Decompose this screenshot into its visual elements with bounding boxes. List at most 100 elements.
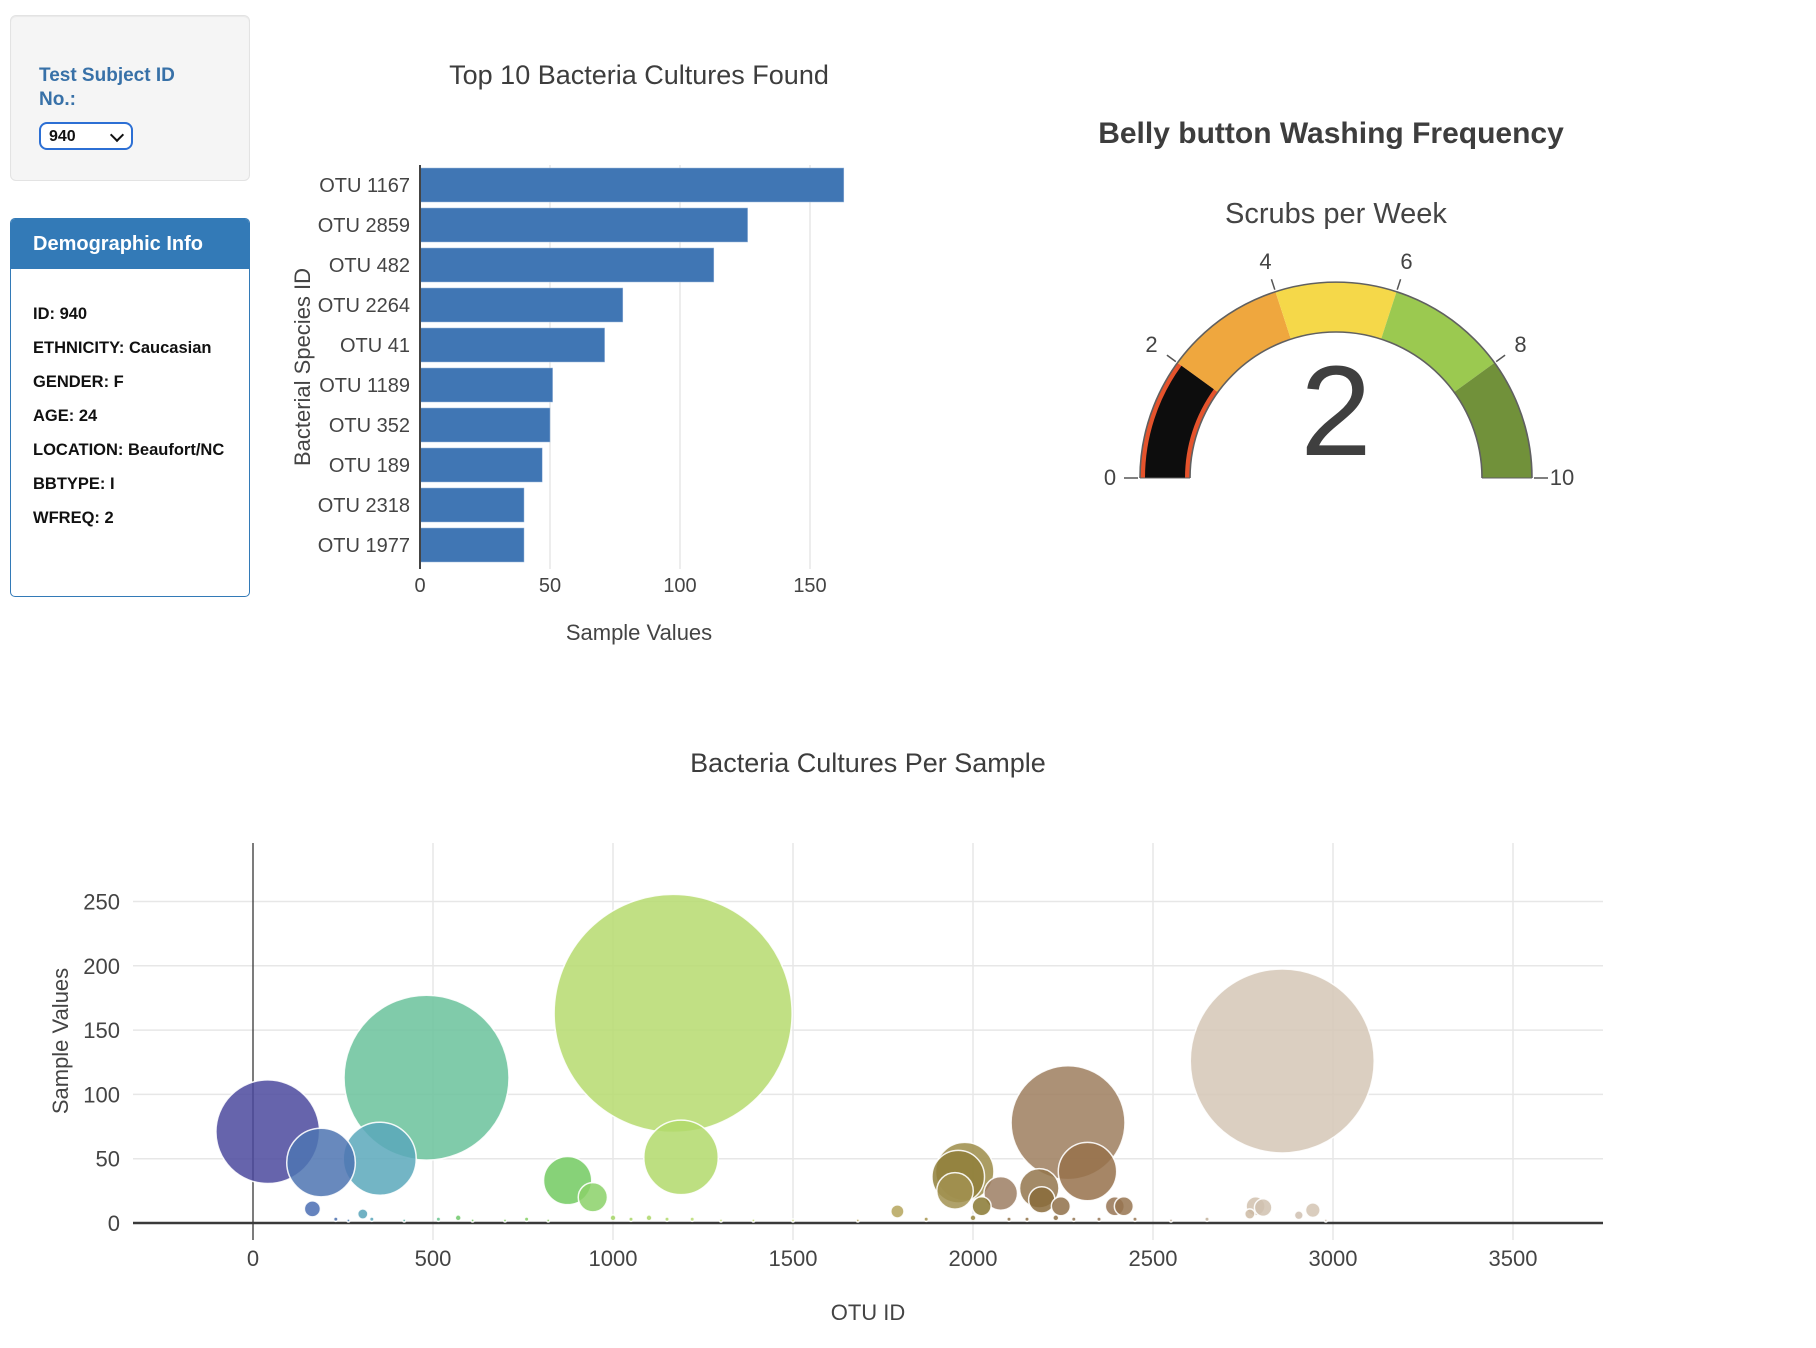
gauge-outline-inner xyxy=(1189,331,1483,479)
bubble[interactable] xyxy=(454,1214,462,1222)
bar[interactable] xyxy=(419,407,551,443)
subject-id-select[interactable]: 940 xyxy=(39,122,133,150)
x-tick-label: 50 xyxy=(539,575,561,597)
gauge-tick-label: 0 xyxy=(1104,465,1116,490)
bubble[interactable] xyxy=(435,1216,442,1223)
bubble[interactable] xyxy=(1057,1141,1118,1202)
y-tick-label: OTU 1167 xyxy=(319,175,410,197)
bubble[interactable] xyxy=(1006,1216,1012,1223)
x-tick-label: 1500 xyxy=(769,1246,818,1271)
bubble[interactable] xyxy=(1132,1216,1138,1223)
bubble[interactable] xyxy=(923,1216,930,1223)
gauge-segment xyxy=(1177,291,1291,393)
gauge-value-bar xyxy=(1145,365,1214,478)
bubble[interactable] xyxy=(628,1216,634,1223)
bubble[interactable] xyxy=(502,1218,508,1223)
y-tick-label: 0 xyxy=(108,1211,120,1236)
bar[interactable] xyxy=(419,207,748,243)
y-tick-label: 100 xyxy=(83,1082,120,1107)
gauge-tick-label: 2 xyxy=(1145,332,1157,357)
bubble[interactable] xyxy=(790,1218,796,1223)
chart-title: Top 10 Bacteria Cultures Found xyxy=(449,60,829,90)
bar[interactable] xyxy=(419,367,553,403)
bar[interactable] xyxy=(419,527,525,563)
bar[interactable] xyxy=(419,247,715,283)
bubble[interactable] xyxy=(1243,1208,1256,1220)
x-tick-label: 2500 xyxy=(1129,1246,1178,1271)
bubble[interactable] xyxy=(1168,1218,1174,1223)
x-tick-label: 100 xyxy=(663,575,696,597)
demographic-field: AGE: 24 xyxy=(33,407,98,425)
gauge-subtitle: Scrubs per Week xyxy=(1225,198,1447,230)
bubble[interactable] xyxy=(645,1214,653,1222)
gauge-tick xyxy=(1270,278,1276,290)
top10-bar-chart[interactable]: OTU 1167 OTU 2859 OTU 482 OTU 2264 OTU 41 OTU… xyxy=(290,60,845,645)
bubble[interactable] xyxy=(285,1127,357,1198)
gauge-tick xyxy=(1396,278,1402,290)
bar[interactable] xyxy=(419,327,605,363)
bar[interactable] xyxy=(419,447,543,483)
bubble[interactable] xyxy=(1204,1216,1210,1223)
bubble[interactable] xyxy=(343,994,510,1161)
bubble[interactable] xyxy=(368,1216,375,1223)
bubble[interactable] xyxy=(609,1214,617,1222)
demographic-panel-body: ID: 940 ETHNICITY: Caucasian GENDER: F AGE:… xyxy=(11,269,249,527)
bubble[interactable] xyxy=(1052,1214,1060,1222)
cultures-bubble-chart[interactable]: 0 500 1000 1500 2000 2500 3000 3500 0 50 100 150 200… xyxy=(48,748,1603,1325)
bubble[interactable] xyxy=(1024,1216,1030,1223)
bubble[interactable] xyxy=(1027,1185,1056,1214)
bar[interactable] xyxy=(419,167,845,203)
bubble[interactable] xyxy=(664,1216,670,1223)
bubble[interactable] xyxy=(553,893,793,1134)
bubble[interactable] xyxy=(1096,1216,1102,1223)
bubble[interactable] xyxy=(1113,1196,1135,1217)
gauge-tick-label: 8 xyxy=(1514,332,1526,357)
gauge-tick-label: 10 xyxy=(1550,465,1574,490)
bar[interactable] xyxy=(419,287,624,323)
bubble[interactable] xyxy=(718,1218,724,1223)
bubble[interactable] xyxy=(1050,1196,1072,1217)
y-tick-label: OTU 189 xyxy=(329,455,410,477)
bubble[interactable] xyxy=(545,1218,551,1223)
bubble[interactable] xyxy=(689,1216,696,1223)
x-tick-label: 150 xyxy=(793,575,826,597)
bubble[interactable] xyxy=(855,1218,861,1223)
bubble[interactable] xyxy=(1253,1198,1273,1218)
bubble[interactable] xyxy=(303,1200,322,1218)
bubble[interactable] xyxy=(577,1181,609,1213)
demographic-field: GENDER: F xyxy=(33,373,124,391)
bar[interactable] xyxy=(419,487,525,523)
bubble[interactable] xyxy=(643,1119,720,1196)
bubble[interactable] xyxy=(1189,968,1375,1154)
gauge-tick xyxy=(1495,354,1506,363)
x-tick-label: 500 xyxy=(415,1246,452,1271)
bubble[interactable] xyxy=(751,1218,756,1223)
wash-frequency-gauge[interactable]: 0 2 4 6 8 10 2 Belly button Washing Frequency Sc… xyxy=(1098,117,1574,490)
y-tick-label: 250 xyxy=(83,890,120,915)
bubble[interactable] xyxy=(969,1214,977,1222)
bubble[interactable] xyxy=(401,1218,407,1223)
demographic-field: WFREQ: 2 xyxy=(33,509,114,527)
chart-title: Bacteria Cultures Per Sample xyxy=(690,748,1046,778)
bubble[interactable] xyxy=(1293,1210,1304,1221)
bubble[interactable] xyxy=(1070,1216,1077,1223)
bubble[interactable] xyxy=(523,1216,530,1223)
x-tick-label: 0 xyxy=(414,575,425,597)
x-axis-title: Sample Values xyxy=(566,620,712,645)
bubble[interactable] xyxy=(470,1218,475,1223)
subject-selector-label: Test Subject ID No.: xyxy=(39,65,175,110)
bubble[interactable] xyxy=(971,1196,992,1217)
bubble[interactable] xyxy=(890,1204,905,1219)
y-tick-label: OTU 41 xyxy=(340,335,410,357)
bubble[interactable] xyxy=(1323,1218,1329,1223)
bubble[interactable] xyxy=(332,1216,339,1223)
bubble[interactable] xyxy=(983,1175,1019,1211)
bubble[interactable] xyxy=(356,1208,369,1220)
bubble[interactable] xyxy=(346,1218,351,1223)
bubble[interactable] xyxy=(1304,1202,1321,1219)
x-axis-title: OTU ID xyxy=(831,1300,906,1325)
y-axis-title: Bacterial Species ID xyxy=(290,268,315,466)
bubble[interactable] xyxy=(936,1171,974,1210)
